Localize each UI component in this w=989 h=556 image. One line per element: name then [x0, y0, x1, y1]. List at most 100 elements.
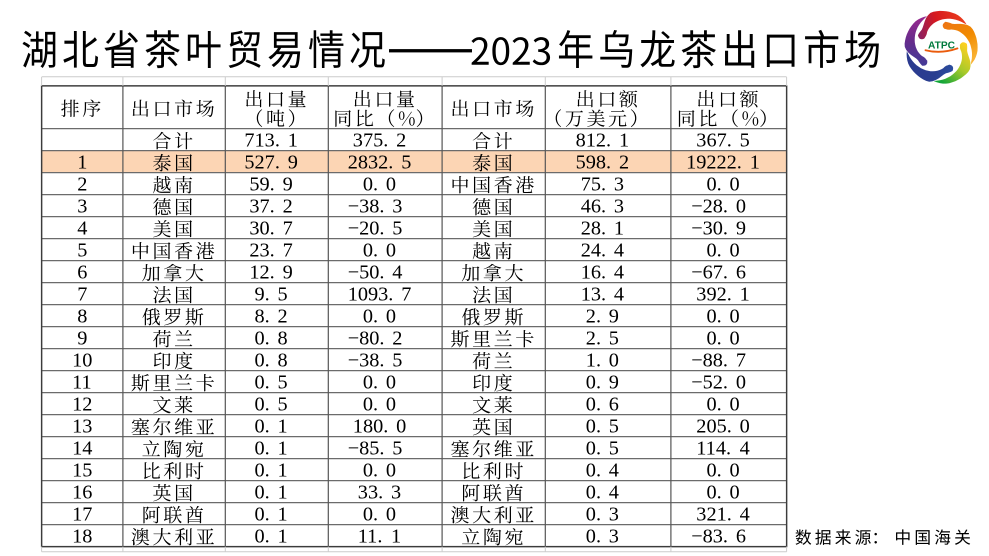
svg-text:0: 0: [386, 372, 396, 394]
svg-text:4: 4: [609, 460, 619, 482]
svg-text:0.: 0.: [707, 328, 722, 350]
svg-text:−88.: −88.: [691, 350, 728, 372]
svg-text:0: 0: [736, 372, 746, 394]
svg-text:4: 4: [77, 218, 87, 240]
svg-text:0.: 0.: [363, 174, 378, 196]
svg-text:11.: 11.: [358, 526, 383, 548]
svg-text:−38.: −38.: [348, 350, 385, 372]
svg-text:59.: 59.: [249, 174, 274, 196]
svg-text:13.: 13.: [581, 284, 606, 306]
svg-text:0: 0: [386, 460, 396, 482]
svg-text:713.: 713.: [244, 130, 280, 152]
svg-text:30.: 30.: [249, 218, 274, 240]
svg-text:23.: 23.: [249, 240, 274, 262]
svg-text:0.: 0.: [707, 174, 722, 196]
svg-text:−38.: −38.: [348, 196, 385, 218]
svg-text:2: 2: [278, 306, 288, 328]
svg-text:5: 5: [392, 438, 402, 460]
svg-text:5: 5: [392, 350, 402, 372]
svg-text:812.: 812.: [576, 130, 612, 152]
svg-text:0: 0: [730, 328, 740, 350]
svg-text:5: 5: [278, 372, 288, 394]
svg-text:46.: 46.: [581, 196, 606, 218]
svg-text:0.: 0.: [586, 482, 601, 504]
svg-text:11: 11: [72, 372, 92, 394]
svg-text:4: 4: [740, 504, 750, 526]
svg-text:0.: 0.: [586, 372, 601, 394]
svg-text:3: 3: [609, 526, 619, 548]
svg-text:1: 1: [391, 526, 401, 548]
svg-text:2: 2: [619, 152, 629, 174]
svg-text:19222.: 19222.: [686, 152, 742, 174]
svg-text:2: 2: [396, 130, 406, 152]
svg-text:5: 5: [740, 130, 750, 152]
svg-text:180.: 180.: [353, 416, 389, 438]
svg-text:598.: 598.: [576, 152, 612, 174]
svg-text:13: 13: [72, 416, 92, 438]
svg-text:9: 9: [288, 152, 298, 174]
svg-text:−67.: −67.: [691, 262, 728, 284]
svg-text:9: 9: [283, 262, 293, 284]
svg-text:33.: 33.: [358, 482, 383, 504]
svg-text:2832.: 2832.: [348, 152, 394, 174]
svg-text:3: 3: [77, 196, 87, 218]
svg-text:0.: 0.: [255, 350, 270, 372]
svg-text:1: 1: [278, 416, 288, 438]
svg-text:1: 1: [750, 152, 760, 174]
svg-text:9: 9: [609, 372, 619, 394]
svg-text:1: 1: [77, 152, 87, 174]
svg-text:0.: 0.: [707, 306, 722, 328]
svg-text:205.: 205.: [696, 416, 732, 438]
svg-text:1.: 1.: [586, 350, 601, 372]
svg-text:0.: 0.: [255, 416, 270, 438]
svg-text:0.: 0.: [255, 460, 270, 482]
svg-text:0.: 0.: [363, 372, 378, 394]
svg-text:10: 10: [72, 350, 92, 372]
svg-text:−80.: −80.: [348, 328, 385, 350]
svg-text:5: 5: [609, 416, 619, 438]
svg-text:367.: 367.: [696, 130, 732, 152]
svg-text:0.: 0.: [707, 394, 722, 416]
svg-text:1: 1: [614, 218, 624, 240]
svg-text:0.: 0.: [586, 526, 601, 548]
svg-text:3: 3: [391, 482, 401, 504]
svg-text:75.: 75.: [581, 174, 606, 196]
svg-text:8: 8: [77, 306, 87, 328]
svg-text:0: 0: [730, 482, 740, 504]
svg-text:0.: 0.: [586, 460, 601, 482]
svg-text:5: 5: [278, 284, 288, 306]
svg-text:0.: 0.: [255, 526, 270, 548]
svg-text:5: 5: [77, 240, 87, 262]
svg-text:−30.: −30.: [691, 218, 728, 240]
svg-text:0.: 0.: [363, 240, 378, 262]
svg-text:1: 1: [278, 504, 288, 526]
svg-text:0.: 0.: [363, 394, 378, 416]
svg-text:9: 9: [736, 218, 746, 240]
svg-text:17: 17: [72, 504, 92, 526]
svg-text:0: 0: [386, 240, 396, 262]
svg-text:0: 0: [396, 416, 406, 438]
svg-text:2: 2: [392, 328, 402, 350]
svg-text:6: 6: [609, 394, 619, 416]
svg-text:4: 4: [740, 438, 750, 460]
svg-text:8: 8: [278, 328, 288, 350]
svg-text:4: 4: [614, 240, 624, 262]
svg-text:16.: 16.: [581, 262, 606, 284]
svg-text:7: 7: [77, 284, 87, 306]
svg-text:−50.: −50.: [348, 262, 385, 284]
svg-text:5: 5: [609, 438, 619, 460]
svg-text:28.: 28.: [581, 218, 606, 240]
svg-text:527.: 527.: [244, 152, 280, 174]
svg-text:321.: 321.: [696, 504, 732, 526]
svg-text:0.: 0.: [586, 416, 601, 438]
svg-text:0.: 0.: [363, 460, 378, 482]
svg-text:9.: 9.: [255, 284, 270, 306]
svg-text:0.: 0.: [255, 372, 270, 394]
svg-text:16: 16: [72, 482, 92, 504]
svg-text:0.: 0.: [707, 460, 722, 482]
svg-text:7: 7: [283, 218, 293, 240]
svg-text:12.: 12.: [249, 262, 274, 284]
svg-text:3: 3: [614, 196, 624, 218]
svg-text:15: 15: [72, 460, 92, 482]
svg-text:0: 0: [730, 240, 740, 262]
